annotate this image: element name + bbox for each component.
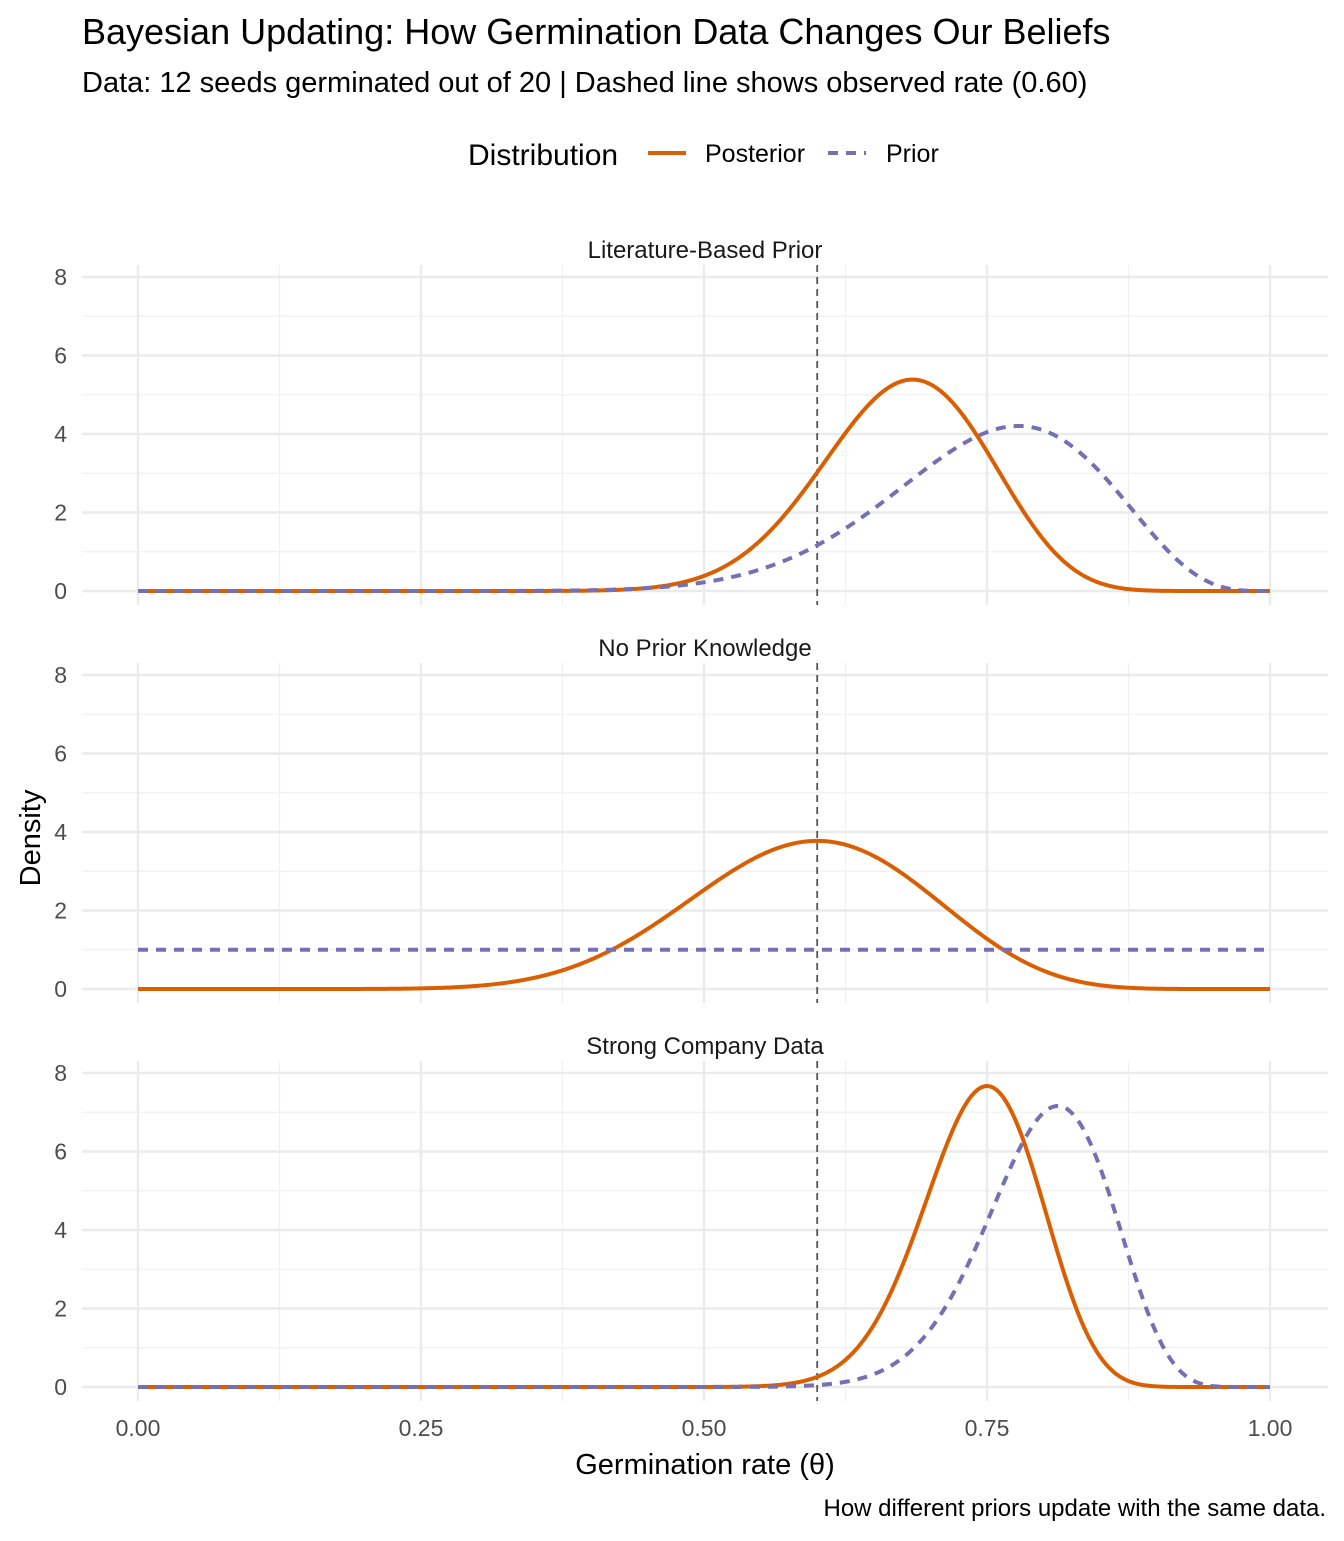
legend-label-posterior: Posterior bbox=[705, 140, 805, 168]
y-tick-label: 4 bbox=[54, 1217, 67, 1243]
y-tick-label: 8 bbox=[54, 1060, 67, 1086]
y-tick-label: 8 bbox=[54, 662, 67, 688]
y-tick-label: 6 bbox=[54, 1139, 67, 1165]
y-tick-label: 8 bbox=[54, 264, 67, 290]
y-tick-label: 4 bbox=[54, 421, 67, 447]
caption: How different priors update with the sam… bbox=[824, 1495, 1327, 1522]
panel-title: Literature-Based Prior bbox=[588, 237, 823, 264]
prior-curve bbox=[138, 1104, 1270, 1389]
panel-2: No Prior Knowledge 0 2 4 6 8 bbox=[54, 635, 1328, 1003]
x-tick-label: 1.00 bbox=[1248, 1415, 1293, 1441]
x-tick-label: 0.50 bbox=[682, 1415, 727, 1441]
y-tick-label: 0 bbox=[54, 578, 67, 604]
y-tick-label: 0 bbox=[54, 976, 67, 1002]
legend-title: Distribution bbox=[468, 139, 618, 172]
panel-3: Strong Company Data 0 2 4 6 8 bbox=[54, 1033, 1328, 1401]
panel-1: Literature-Based Prior 0 2 4 6 8 bbox=[54, 237, 1328, 605]
posterior-curve bbox=[138, 838, 1270, 991]
chart-subtitle: Data: 12 seeds germinated out of 20 | Da… bbox=[82, 67, 1087, 99]
y-tick-label: 6 bbox=[54, 343, 67, 369]
prior-curve bbox=[138, 424, 1270, 593]
x-tick-label: 0.00 bbox=[116, 1415, 161, 1441]
x-tick-label: 0.25 bbox=[399, 1415, 444, 1441]
x-axis-label: Germination rate (θ) bbox=[575, 1449, 835, 1481]
y-tick-label: 2 bbox=[54, 1296, 67, 1322]
chart-title: Bayesian Updating: How Germination Data … bbox=[82, 11, 1111, 52]
legend-label-prior: Prior bbox=[886, 140, 939, 168]
legend: Distribution Posterior Prior bbox=[468, 139, 939, 172]
y-axis-label: Density bbox=[15, 789, 47, 886]
y-tick-label: 6 bbox=[54, 741, 67, 767]
y-tick-label: 4 bbox=[54, 819, 67, 845]
panel-title: No Prior Knowledge bbox=[598, 635, 811, 662]
y-tick-label: 2 bbox=[54, 500, 67, 526]
panel-title: Strong Company Data bbox=[586, 1033, 824, 1060]
x-tick-label: 0.75 bbox=[965, 1415, 1010, 1441]
y-tick-label: 0 bbox=[54, 1374, 67, 1400]
y-tick-label: 2 bbox=[54, 898, 67, 924]
